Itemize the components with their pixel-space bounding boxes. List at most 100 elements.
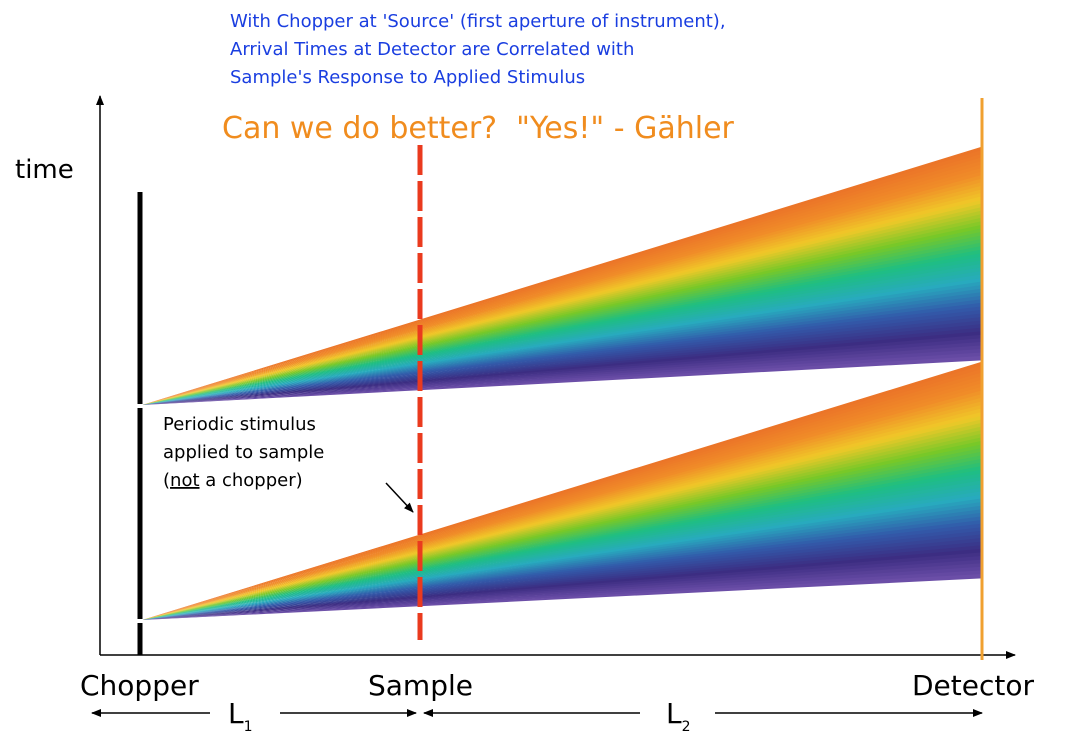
fan-strip <box>142 327 982 405</box>
annotation: Periodic stimulus applied to sample (not… <box>163 414 330 491</box>
fan-strip <box>142 171 982 405</box>
fan-strip <box>142 214 982 405</box>
fan-strip <box>142 473 982 620</box>
distance-subscript: 1 <box>244 719 253 731</box>
fan-strip <box>142 242 982 405</box>
annotation-arrow <box>385 482 414 513</box>
fan-strip <box>142 502 982 620</box>
fan-strip <box>142 249 982 405</box>
fan-strip <box>142 541 982 620</box>
fan-strip <box>142 538 982 620</box>
fan-strip <box>142 422 982 620</box>
fan-strip <box>142 494 982 620</box>
fan-strip <box>142 150 982 405</box>
fan-strip <box>142 345 982 405</box>
fan-strip <box>142 365 982 620</box>
fan-strip <box>142 295 982 405</box>
fan-strip <box>142 285 982 405</box>
fan-strip <box>142 509 982 620</box>
annotation-line: applied to sample <box>163 442 324 463</box>
fan-strip <box>142 523 982 620</box>
annotation-text: a chopper) <box>200 470 303 491</box>
fan-strip <box>142 210 982 405</box>
fan-strip <box>142 267 982 405</box>
fan-strip <box>142 566 982 620</box>
fan-strip <box>142 341 982 405</box>
fan-strip <box>142 185 982 405</box>
fan-strip <box>142 178 982 405</box>
annotation-line: Periodic stimulus <box>163 414 316 435</box>
fan-strip <box>142 426 982 620</box>
detector-label: Detector <box>912 669 1034 702</box>
fan-strip <box>142 419 982 620</box>
fan-strip <box>142 217 982 405</box>
fan-strip <box>142 484 982 620</box>
fan-strip <box>142 559 982 620</box>
fan-strip <box>142 309 982 405</box>
fan-strip <box>142 545 982 620</box>
fan-strip <box>142 412 982 620</box>
fan-strip <box>142 235 982 405</box>
fan-strip <box>142 361 982 620</box>
fan-strip <box>142 324 982 405</box>
fan-strip <box>142 430 982 620</box>
fan-strip <box>142 228 982 405</box>
header-line: With Chopper at 'Source' (first aperture… <box>230 11 726 32</box>
fan-strip <box>142 415 982 620</box>
fan-strip <box>142 238 982 405</box>
fan-strip <box>142 221 982 405</box>
subtitle: Can we do better? "Yes!" - Gähler <box>222 111 735 146</box>
fan-strip <box>142 317 982 405</box>
distance-subscript: 2 <box>682 719 691 731</box>
fan-strip <box>142 281 982 405</box>
fan-strip <box>142 527 982 620</box>
fan-strip <box>142 455 982 620</box>
fan-strip <box>142 356 982 405</box>
sample-label: Sample <box>368 669 473 702</box>
fan-strip <box>142 348 982 405</box>
fan-strip <box>142 246 982 405</box>
fan-strip <box>142 512 982 620</box>
fan-strip <box>142 167 982 405</box>
fan-strip <box>142 516 982 620</box>
fan-strip <box>142 277 982 405</box>
fan-strip <box>142 160 982 405</box>
fan-strip <box>142 444 982 620</box>
fan-strip <box>142 556 982 620</box>
fan-strip <box>142 469 982 620</box>
fan-strip <box>142 397 982 620</box>
rainbow-fans <box>142 146 982 620</box>
fan-strip <box>142 263 982 405</box>
fan-strip <box>142 302 982 405</box>
fan-strip <box>142 408 982 620</box>
fan-strip <box>142 372 982 620</box>
fan-strip <box>142 520 982 620</box>
fan-strip <box>142 451 982 620</box>
distance-letter: L <box>666 697 682 730</box>
fan-strip <box>142 386 982 620</box>
fan-strip <box>142 153 982 405</box>
annotation-text: ( <box>163 470 170 491</box>
fan-strip <box>142 146 982 405</box>
fan-strip <box>142 383 982 620</box>
fan-strip <box>142 192 982 405</box>
fan-strip <box>142 394 982 620</box>
fan-strip <box>142 466 982 620</box>
fan-strip <box>142 476 982 620</box>
fan-strip <box>142 534 982 620</box>
fan-strip <box>142 338 982 405</box>
header-line: Arrival Times at Detector are Correlated… <box>230 39 634 60</box>
fan-strip <box>142 390 982 620</box>
fan-strip <box>142 570 982 620</box>
fan-strip <box>142 401 982 620</box>
fan-strip <box>142 379 982 620</box>
fan-strip <box>142 260 982 405</box>
distance-label: L1 <box>228 697 253 731</box>
fan-strip <box>142 253 982 405</box>
fan-strip <box>142 196 982 405</box>
fan-strip <box>142 331 982 405</box>
fan-strip <box>142 299 982 405</box>
fan-strip <box>142 313 982 405</box>
fan-strip <box>142 292 982 405</box>
